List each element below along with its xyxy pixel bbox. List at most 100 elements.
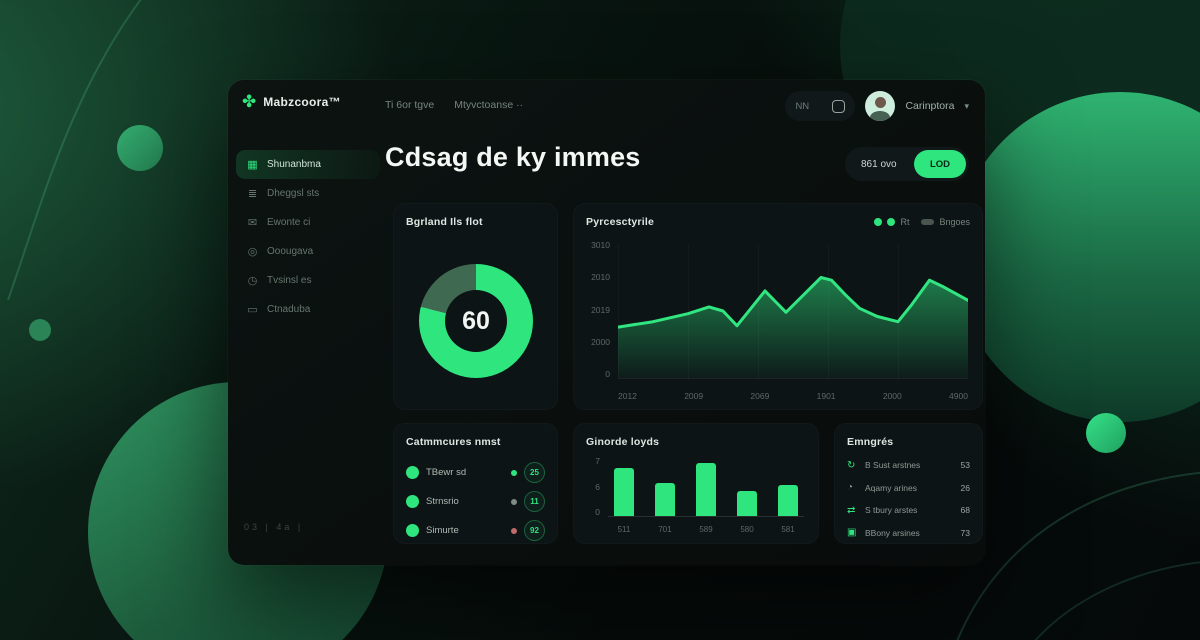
task-row[interactable]: Strnsrio 11	[394, 487, 557, 516]
chart-legend: Rt Bngoes	[874, 217, 970, 227]
stat-value: 68	[960, 505, 970, 516]
box-icon: ▣	[847, 527, 857, 539]
sidebar-item-label: Ooougava	[267, 246, 314, 257]
task-label: Simurte	[426, 525, 459, 536]
task-bullet	[406, 524, 419, 537]
header-count-pill: 861 ovo LOD	[845, 147, 969, 181]
donut-center-value: 60	[462, 306, 490, 335]
chevron-down-icon[interactable]: ▾	[964, 100, 969, 111]
task-label: Strnsrio	[426, 496, 459, 507]
background-circle-left	[117, 125, 163, 171]
topbar-right-cluster: NN Carinptora ▾	[785, 91, 969, 121]
swap-icon: ⇄	[847, 504, 856, 516]
tasks-rows: TBewr sd 25 Strnsrio 11 Simurte	[394, 458, 557, 545]
bar	[655, 483, 675, 516]
y-axis-labels: 3010 2010 2019 2000 0	[591, 240, 610, 379]
stat-value: 73	[960, 527, 970, 538]
task-label: TBewr sd	[426, 467, 467, 478]
dashboard-window: ✤ Mabzcoora™ Ti 6or tgve Mtyvctoanse ·· …	[228, 80, 985, 565]
legend-dash	[921, 219, 935, 225]
bar	[778, 484, 798, 516]
stat-row[interactable]: ◔ Aqamy arines 26	[835, 477, 982, 500]
bar	[696, 463, 716, 516]
task-row[interactable]: TBewr sd 25	[394, 458, 557, 487]
status-dot	[511, 527, 517, 534]
stat-label: Aqamy arines	[865, 482, 917, 493]
legend-dot	[887, 218, 896, 226]
status-dot	[511, 498, 517, 505]
task-bullet	[406, 466, 419, 479]
donut-card: Bgrland Ils flot 60	[393, 203, 558, 410]
legend-dot	[874, 218, 883, 226]
bar-chart-plot	[608, 456, 804, 517]
sidebar-item-label: Ctnaduba	[267, 304, 311, 315]
background-dot-bottom-right	[1086, 413, 1126, 453]
top-navigation: Ti 6or tgve Mtyvctoanse ··	[385, 99, 523, 111]
donut-ring: 60	[419, 264, 533, 378]
search-pill-label: NN	[795, 100, 810, 112]
stats-card-title: Emngrés	[847, 436, 894, 448]
clock-icon: ◷	[247, 275, 258, 287]
area-chart-svg	[618, 244, 968, 378]
bar-chart-title: Ginorde loyds	[586, 436, 660, 448]
sidebar-footer: 03 | 4a |	[244, 522, 304, 532]
stat-row[interactable]: ▣ BBony arsines 73	[835, 522, 982, 545]
legend-label: Bngoes	[939, 217, 970, 227]
line-chart-card: Pyrcesctyrile Rt Bngoes 3010 2010 2019 2…	[573, 203, 983, 410]
sidebar-item-cards[interactable]: ▭ Ctnaduba	[236, 295, 380, 324]
task-badge-button[interactable]: 11	[524, 491, 545, 512]
nav-link-2[interactable]: Mtyvctoanse ··	[454, 99, 524, 111]
legend-item-series-1[interactable]: Rt	[874, 217, 909, 227]
bar-chart-card: Ginorde loyds 7 6 0 511 701 589 580 581	[573, 423, 819, 544]
sidebar-item-history[interactable]: ◷ Tvsinsl es	[236, 266, 380, 295]
nav-link-1[interactable]: Ti 6or tgve	[385, 99, 435, 111]
stat-value: 26	[960, 482, 970, 493]
sidebar-item-targets[interactable]: ◎ Ooougava	[236, 237, 380, 266]
clock-icon: ◔	[847, 482, 854, 494]
stat-value: 53	[960, 460, 970, 471]
task-row[interactable]: Simurte 92	[394, 516, 557, 545]
bar	[737, 490, 757, 516]
user-avatar[interactable]	[865, 91, 896, 121]
app-logo-text: Mabzcoora™	[263, 94, 341, 109]
app-switcher-icon	[832, 99, 846, 113]
donut-card-title: Bgrland Ils flot	[406, 216, 483, 228]
sidebar-item-layers[interactable]: ≣ Dheggsl sts	[236, 179, 380, 208]
legend-item-series-2[interactable]: Bngoes	[921, 217, 970, 227]
sidebar-item-messages[interactable]: ✉ Ewonte ci	[236, 208, 380, 237]
layers-icon: ≣	[247, 188, 258, 200]
header-action-button[interactable]: LOD	[914, 150, 966, 178]
sidebar-item-dashboard[interactable]: ▦ Shunanbma	[236, 150, 380, 179]
page-title: Cdsag de ky immes	[385, 142, 641, 172]
stats-rows: ↻ B Sust arstnes 53 ◔ Aqamy arines 26 ⇄ …	[835, 454, 982, 544]
bar	[614, 468, 634, 516]
app-logo[interactable]: ✤ Mabzcoora™	[242, 93, 341, 110]
bar-x-labels: 511 701 589 580 581	[617, 525, 795, 534]
stat-label: S tbury arstes	[865, 505, 918, 516]
search-pill[interactable]: NN	[785, 91, 856, 121]
stat-row[interactable]: ↻ B Sust arstnes 53	[835, 454, 982, 477]
task-bullet	[406, 495, 419, 508]
user-name: Carinptora	[905, 100, 955, 112]
task-badge-button[interactable]: 25	[524, 462, 545, 483]
refresh-icon: ↻	[847, 459, 856, 471]
stat-label: B Sust arstnes	[865, 460, 921, 471]
sidebar-item-label: Tvsinsl es	[267, 275, 312, 286]
bar-y-ticks: 7 6 0	[595, 456, 600, 517]
task-badge-button[interactable]: 92	[524, 520, 545, 541]
area-chart-plot	[618, 244, 968, 379]
stat-row[interactable]: ⇄ S tbury arstes 68	[835, 499, 982, 522]
sidebar: ▦ Shunanbma ≣ Dheggsl sts ✉ Ewonte ci ◎ …	[236, 150, 380, 324]
header-count-label: 861 ovo	[861, 158, 897, 170]
card-icon: ▭	[247, 304, 258, 316]
mail-icon: ✉	[247, 217, 258, 229]
status-dot	[511, 469, 517, 476]
sidebar-item-label: Ewonte ci	[267, 217, 311, 228]
clover-logo-icon: ✤	[242, 92, 257, 111]
target-icon: ◎	[247, 246, 258, 258]
grid-icon: ▦	[247, 159, 258, 171]
legend-label: Rt	[900, 217, 910, 227]
sidebar-item-label: Dheggsl sts	[267, 188, 320, 199]
tasks-card: Catmmcures nmst TBewr sd 25 Strnsrio 11	[393, 423, 558, 544]
